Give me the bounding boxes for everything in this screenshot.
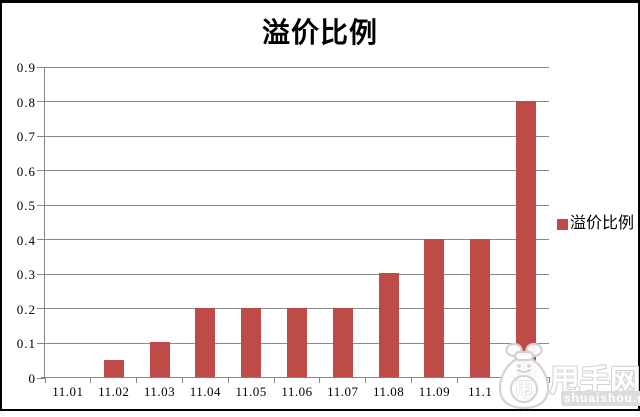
- y-tick-label: 0: [28, 371, 36, 386]
- y-axis-tick: [37, 170, 45, 172]
- bar: [241, 307, 262, 377]
- y-axis-tick: [37, 135, 45, 137]
- y-axis-tick: [37, 377, 45, 379]
- chart-title: 溢价比例: [261, 18, 378, 49]
- y-axis-tick: [37, 342, 45, 344]
- y-tick-label: 0.3: [16, 267, 36, 283]
- bar: [287, 307, 307, 377]
- y-tick-label: 0.1: [16, 336, 36, 352]
- watermark: 甩 甩手网 shuaishou.com: [495, 340, 640, 412]
- legend-label: 溢价比例: [570, 215, 635, 232]
- y-axis-line: [44, 67, 45, 379]
- bar: [378, 273, 399, 377]
- bar: [149, 342, 170, 377]
- x-axis-tick: [319, 378, 321, 383]
- y-axis-tick: [37, 204, 45, 206]
- x-tick-label: 11.02: [98, 384, 130, 399]
- y-axis-tick: [37, 308, 45, 310]
- bar: [424, 238, 445, 377]
- mascot-character: 甩: [514, 380, 533, 401]
- x-tick-label: 11.04: [189, 384, 221, 399]
- gridline: [45, 135, 549, 137]
- x-axis-tick: [90, 378, 92, 383]
- gridline: [45, 239, 549, 241]
- x-axis-tick: [456, 378, 458, 383]
- x-axis-tick: [273, 378, 275, 383]
- y-axis-tick: [37, 273, 45, 275]
- x-tick-label: 11.05: [235, 384, 267, 399]
- bar: [103, 359, 124, 377]
- x-tick-label: 11.03: [143, 384, 176, 399]
- legend-swatch: [557, 218, 568, 230]
- gridline: [45, 273, 549, 275]
- x-tick-label: 11.01: [52, 384, 84, 399]
- y-axis-tick: [37, 66, 45, 68]
- bar: [195, 307, 216, 377]
- y-axis-tick: [37, 101, 45, 103]
- x-axis-tick: [44, 378, 46, 383]
- x-tick-label: 11.09: [418, 384, 451, 399]
- x-axis-tick: [227, 378, 229, 383]
- x-tick-label: 11.07: [327, 384, 359, 399]
- legend: 溢价比例: [557, 215, 634, 233]
- plot-area: 0 0.1 0.2 0.3 0.4 0.5 0.6 0.7 0.8 0.9 11.01 11.02 11…: [17, 60, 550, 399]
- y-tick-label: 0.9: [16, 60, 36, 75]
- x-axis-tick: [181, 378, 183, 383]
- x-axis-tick: [411, 378, 413, 383]
- y-axis-tick: [37, 239, 45, 241]
- x-tick-label: 11.06: [281, 384, 313, 399]
- gridline: [45, 170, 549, 172]
- x-axis-line: [41, 377, 550, 378]
- gridline: [45, 204, 549, 206]
- mascot-face: [517, 364, 531, 368]
- y-tick-label: 0.4: [16, 232, 36, 248]
- y-tick-label: 0.7: [16, 129, 36, 145]
- x-axis-tick: [136, 378, 138, 383]
- x-axis-tick: [548, 378, 550, 383]
- y-tick-label: 0.2: [16, 301, 36, 317]
- x-axis-tick: [365, 378, 367, 383]
- money-bag-mascot-icon: 甩: [498, 342, 550, 410]
- y-tick-label: 0.5: [16, 198, 36, 214]
- y-tick-label: 0.8: [16, 94, 36, 110]
- y-tick-label: 0.6: [16, 163, 36, 179]
- watermark-domain: shuaishou.com: [561, 391, 640, 406]
- bar: [332, 307, 353, 377]
- gridline: [45, 66, 549, 68]
- x-tick-label: 11.08: [372, 384, 405, 399]
- bar: [470, 238, 491, 377]
- bar: [516, 100, 537, 377]
- x-tick-label: 11.1: [468, 384, 493, 399]
- gridline: [45, 101, 549, 103]
